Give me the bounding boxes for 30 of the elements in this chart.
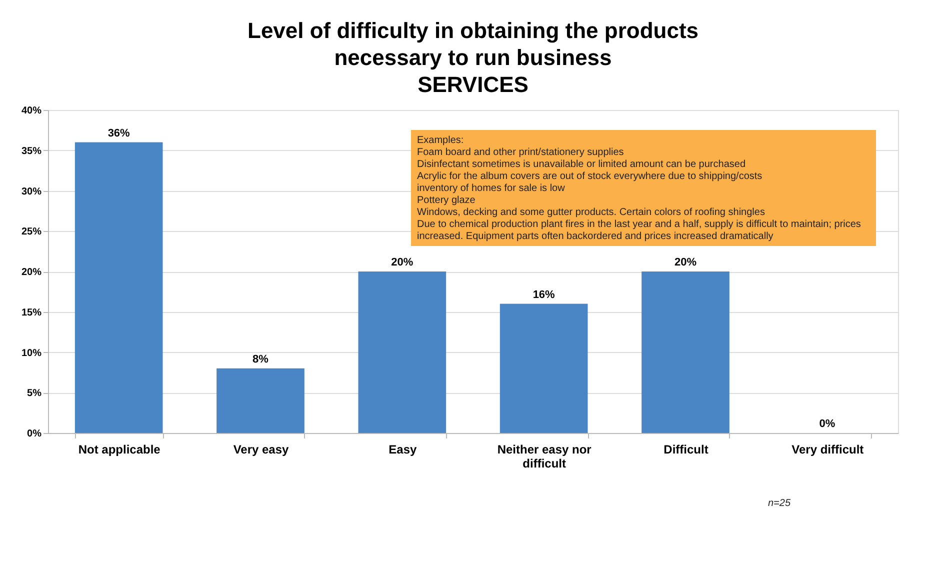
bar bbox=[216, 368, 304, 433]
bar bbox=[642, 272, 730, 433]
y-tick-label: 25% bbox=[21, 226, 42, 238]
bar bbox=[74, 142, 163, 433]
y-tick-label: 30% bbox=[21, 186, 42, 198]
text: n=25 bbox=[768, 498, 791, 509]
bar bbox=[358, 272, 446, 433]
y-tick-label: 10% bbox=[21, 348, 42, 359]
y-tick-label: 15% bbox=[21, 307, 42, 318]
x-tick-label: Not applicable bbox=[78, 442, 161, 456]
bar bbox=[500, 304, 588, 433]
data-label: 8% bbox=[252, 353, 269, 366]
y-tick-label: 0% bbox=[27, 428, 42, 440]
data-label: 20% bbox=[391, 256, 414, 268]
x-tick-label: Difficult bbox=[664, 442, 708, 456]
y-tick-label: 20% bbox=[21, 267, 42, 278]
x-tick-label: Neither easy nor difficult bbox=[497, 442, 592, 470]
y-tick-label: 40% bbox=[21, 106, 42, 116]
x-tick-label: Very easy bbox=[233, 442, 290, 456]
x-tick-label: Very difficult bbox=[792, 442, 864, 456]
data-label: 0% bbox=[819, 418, 836, 430]
x-tick-label: Easy bbox=[388, 442, 418, 456]
y-tick-label: 35% bbox=[21, 146, 42, 157]
data-label: 36% bbox=[108, 127, 130, 140]
data-label: 20% bbox=[674, 256, 697, 268]
chart-subtitle: SERVICES bbox=[418, 72, 528, 97]
text: Examples: Foam board and other print/stationery supplies Disinfectant sometimes is unavailable or limited amount can be purchased Acrylic for the album covers are out of stock everywhere due to shipping/costs inventory of homes for sale is low Pottery glaze Windows, decking and some gutter products. Certain colors of roofing shingles Due to chemical production plant fires in the last year and a half, supply is difficult to maintain; prices increased. Equipment parts often backordered and prices increased dramatically bbox=[417, 135, 861, 242]
chart-title: Level of difficulty in obtaining the products necessary to run business bbox=[248, 18, 698, 70]
data-label: 16% bbox=[532, 288, 556, 301]
y-tick-label: 5% bbox=[27, 388, 42, 400]
